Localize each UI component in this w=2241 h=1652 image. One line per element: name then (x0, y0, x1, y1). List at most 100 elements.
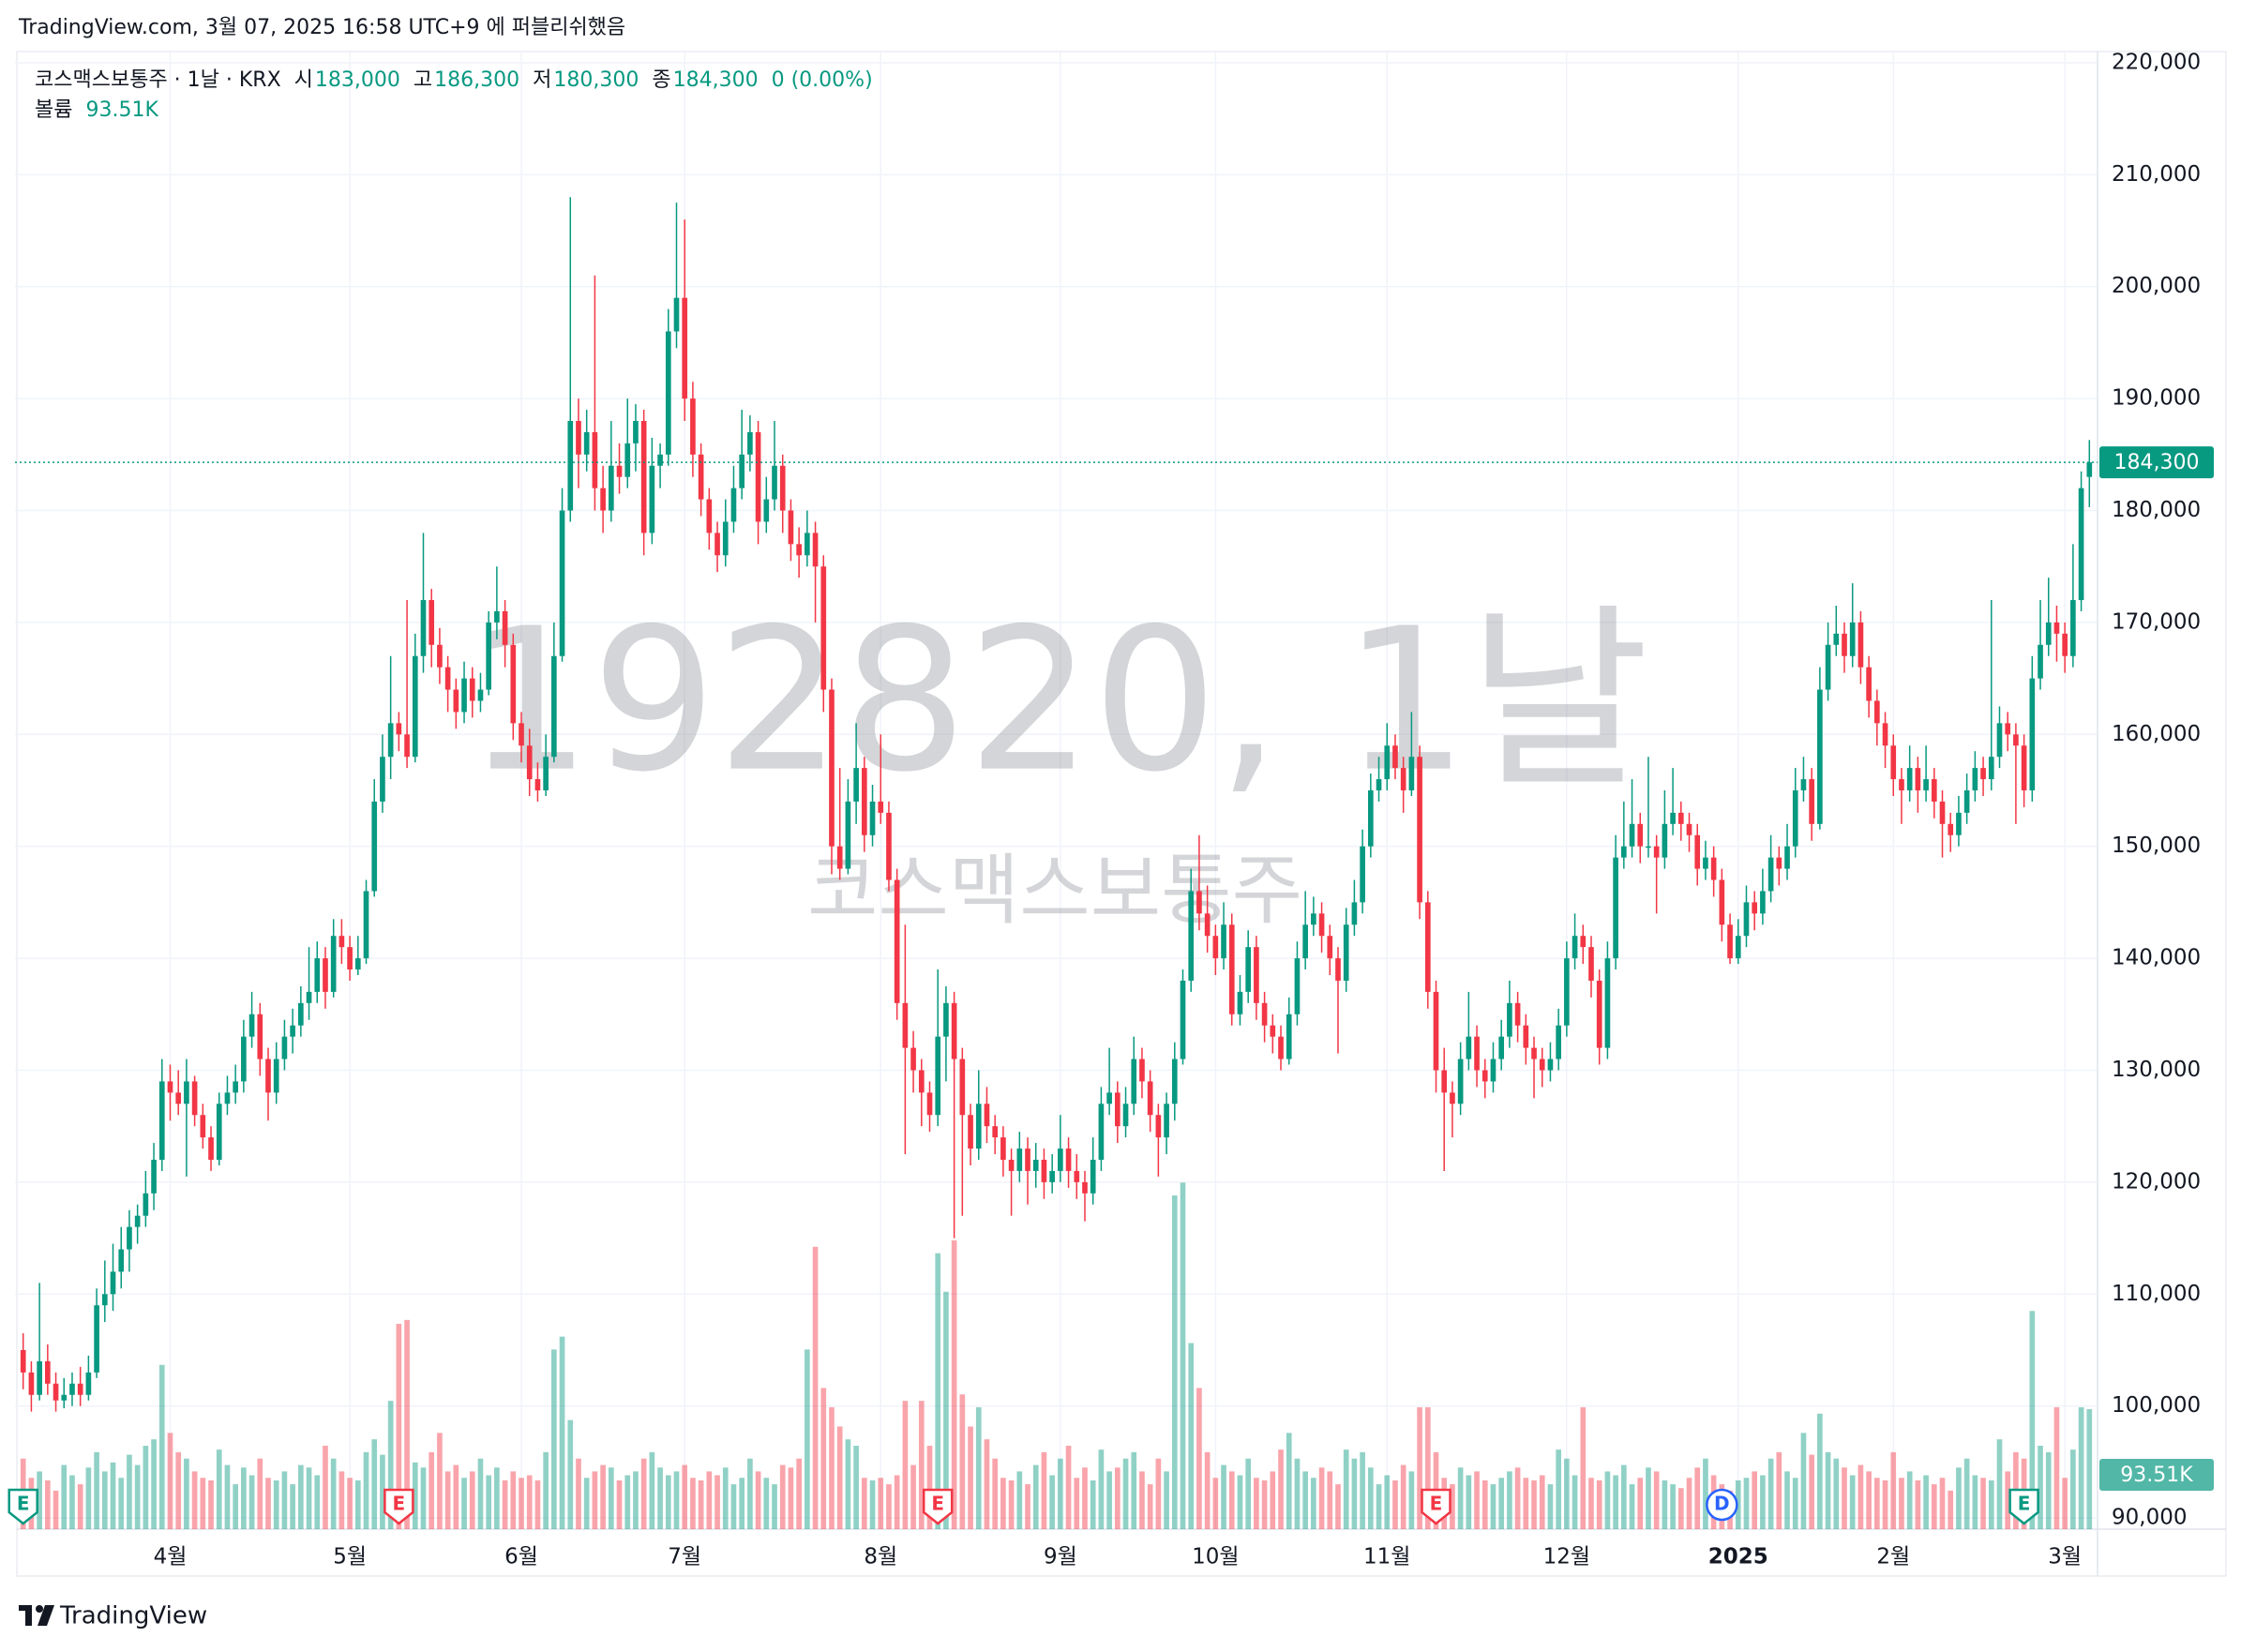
candle-body (1481, 1070, 1488, 1082)
candle-body (2086, 462, 2093, 477)
volume-bar (477, 1458, 484, 1529)
legend-value: 184,300 (673, 68, 759, 92)
candle-body (371, 801, 378, 892)
candle-body (28, 1372, 35, 1395)
volume-bar (1988, 1479, 1994, 1529)
candle-body (1662, 823, 1668, 858)
candle-body (1857, 622, 1864, 668)
candle-body (1441, 1070, 1448, 1093)
x-tick-label: 8월 (864, 1545, 897, 1569)
candle-body (1016, 1149, 1023, 1171)
candle-body (338, 936, 345, 948)
candle-body (1131, 1059, 1137, 1104)
event-label: E (17, 1493, 30, 1515)
volume-bar (534, 1479, 541, 1529)
y-tick-label: 150,000 (2112, 834, 2201, 858)
price-label: 184,300 (2114, 451, 2200, 474)
event-label: D (1714, 1493, 1730, 1515)
candle-body (53, 1383, 59, 1401)
candle-body (1980, 768, 1986, 780)
volume-bar (314, 1475, 321, 1529)
volume-bar (1767, 1458, 1774, 1529)
volume-bar (706, 1471, 713, 1529)
x-tick-label: 6월 (504, 1545, 538, 1569)
volume-bar (469, 1471, 475, 1529)
volume-bar (1016, 1471, 1023, 1529)
candle-body (772, 465, 777, 500)
event-marker (8, 1488, 38, 1525)
candle-body (1237, 991, 1243, 1014)
volume-bar (265, 1478, 271, 1529)
volume-bar (600, 1464, 606, 1529)
event-marker (1706, 1488, 1738, 1522)
event-label: E (931, 1493, 944, 1515)
candle-body (1204, 913, 1211, 937)
volume-bar (1278, 1449, 1284, 1529)
candle-body (1417, 757, 1422, 903)
candle-body (1466, 1036, 1472, 1059)
candle-body (836, 846, 843, 869)
volume-bar (1857, 1464, 1864, 1529)
volume-bar (1874, 1478, 1880, 1529)
candle-body (1817, 689, 1823, 824)
volume-bar (935, 1253, 941, 1529)
volume-bar (739, 1478, 745, 1529)
volume-bar (788, 1467, 794, 1529)
volume-bar (429, 1451, 435, 1529)
volume-bar (248, 1475, 255, 1529)
volume-bar (608, 1467, 614, 1529)
candle-body (1424, 902, 1431, 992)
candle-body (779, 465, 786, 511)
volume-bar (1948, 1490, 1954, 1529)
candle-body (1809, 779, 1814, 824)
candle-body (502, 610, 508, 645)
candle-body (1677, 812, 1684, 824)
candle-body (1874, 700, 1880, 724)
volume-bar (1637, 1478, 1644, 1529)
volume-bar (526, 1475, 533, 1529)
candle-body (510, 644, 517, 724)
candle-body (330, 936, 337, 992)
volume-bar (1311, 1478, 1316, 1529)
y-tick-label: 180,000 (2112, 498, 2201, 522)
volume-bar (878, 1478, 884, 1529)
volume-bar (576, 1458, 581, 1529)
volume-bar (208, 1479, 214, 1529)
volume-label-box (2099, 1458, 2214, 1491)
volume-bar (1539, 1475, 1545, 1529)
volume-bar (1204, 1451, 1211, 1529)
x-tick-label: 2025 (1708, 1545, 1768, 1569)
candle-body (845, 801, 851, 869)
candle-body (1008, 1160, 1015, 1171)
candle-body (1972, 768, 1978, 790)
candle-body (461, 678, 467, 713)
candle-body (975, 1104, 982, 1149)
candle-body (1727, 924, 1733, 959)
candle-body (1212, 936, 1219, 959)
legend-key: 종 (652, 68, 670, 92)
candle-body (184, 1081, 189, 1104)
volume-bar (968, 1426, 973, 1529)
y-tick-label: 160,000 (2112, 722, 2201, 746)
candle-body (2029, 678, 2036, 790)
volume-bar (1180, 1182, 1186, 1529)
candle-body (1613, 857, 1618, 959)
volume-bar (624, 1475, 631, 1529)
event-marker (384, 1488, 414, 1525)
volume-bar (984, 1439, 990, 1529)
candle-body (1931, 779, 1937, 802)
candle-body (1923, 779, 1929, 790)
candle-body (1188, 891, 1195, 981)
candle-body (1792, 790, 1798, 847)
volume-bar (502, 1479, 508, 1529)
candle-body (1122, 1104, 1129, 1127)
candle-body (2021, 745, 2027, 790)
volume-bar (845, 1439, 851, 1529)
y-tick-label: 130,000 (2112, 1058, 2201, 1082)
candle-body (281, 1036, 288, 1059)
candle-body (216, 1104, 222, 1160)
candle-body (755, 431, 761, 522)
watermark-sub: 코스맥스보통주 (807, 846, 1302, 935)
legend-key: 고 (414, 68, 432, 92)
candle-body (1376, 779, 1382, 790)
